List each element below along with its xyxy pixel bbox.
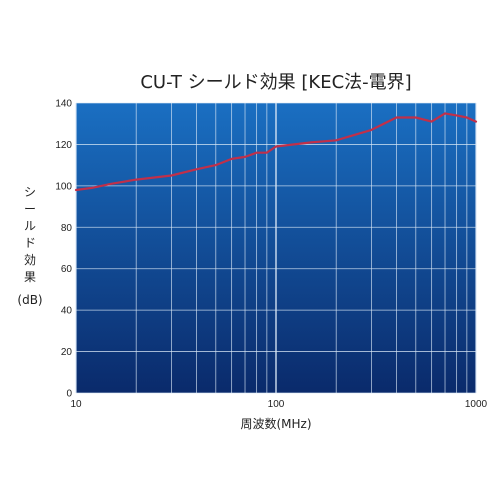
y-axis-title-glyph: 果 xyxy=(24,270,36,284)
y-tick-label: 40 xyxy=(61,306,73,317)
y-tick-label: 120 xyxy=(55,140,72,151)
y-axis-title-glyph: (dB) xyxy=(17,293,42,307)
y-axis-title-glyph: ド xyxy=(24,236,36,250)
x-axis-ticks: 10 100 1000 xyxy=(70,399,487,410)
y-axis-title-glyph: ル xyxy=(24,219,36,233)
chart-title: CU-T シールド効果 [KEC法-電界] xyxy=(140,72,411,93)
y-axis-title-glyph: シ xyxy=(24,185,36,199)
grid xyxy=(75,102,477,394)
y-tick-label: 100 xyxy=(55,181,72,192)
y-tick-label: 140 xyxy=(55,99,72,110)
y-tick-label: 0 xyxy=(66,389,72,400)
x-tick-label: 10 xyxy=(70,399,82,410)
y-tick-label: 80 xyxy=(61,223,73,234)
x-tick-label: 100 xyxy=(268,399,285,410)
y-axis-ticks: 0 20 40 60 80 100 120 140 xyxy=(55,99,72,400)
y-axis-title: シールド効果 (dB) xyxy=(17,185,42,307)
x-tick-label: 1000 xyxy=(465,399,488,410)
series-layer xyxy=(74,112,478,192)
y-axis-title-glyph: 効 xyxy=(24,252,36,267)
x-axis-title: 周波数(MHz) xyxy=(240,416,311,431)
y-tick-label: 20 xyxy=(61,347,73,358)
y-tick-label: 60 xyxy=(61,264,73,275)
series-line xyxy=(74,112,478,192)
y-axis-title-glyph: ー xyxy=(24,202,36,216)
